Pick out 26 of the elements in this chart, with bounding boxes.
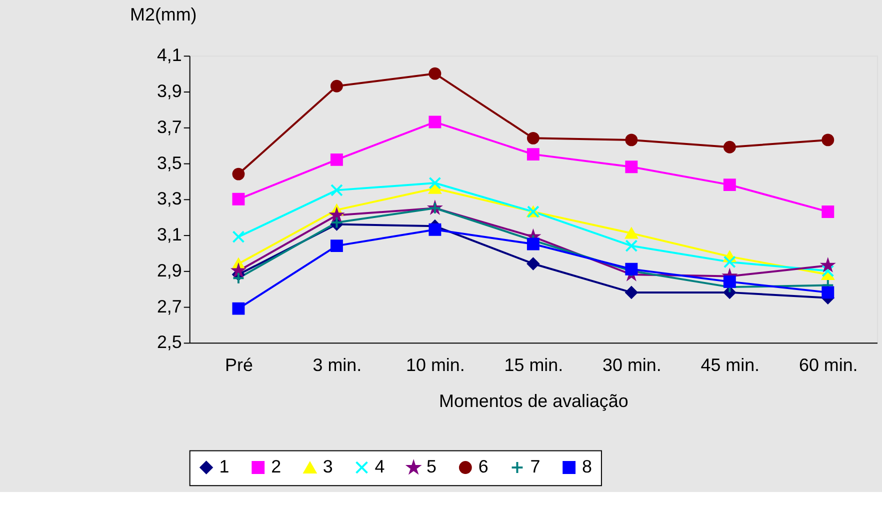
legend-label: 6	[478, 456, 488, 476]
x-tick-label: 45 min.	[700, 355, 760, 376]
legend-label: 2	[271, 456, 282, 476]
y-tick-label: 4,1	[156, 45, 182, 66]
y-tick-label: 3,3	[156, 188, 182, 209]
y-tick-label: 3,7	[156, 116, 182, 137]
y-tick-label: 2,9	[156, 260, 182, 280]
x-tick-label: 10 min.	[406, 355, 465, 376]
y-tick-label: 2,7	[156, 296, 182, 316]
legend-label: 4	[374, 456, 385, 476]
x-axis-title: Momentos de avaliação	[439, 390, 628, 411]
legend-label: 7	[530, 456, 540, 476]
legend-label: 3	[322, 456, 333, 477]
x-tick-label: 3 min.	[312, 355, 362, 376]
x-tick-label: 30 min.	[602, 355, 662, 376]
legend-label: 8	[582, 456, 592, 476]
y-tick-label: 3,5	[156, 152, 182, 173]
legend-label: 5	[426, 456, 437, 477]
y-tick-label: 2,5	[156, 332, 182, 352]
legend-label: 1	[219, 456, 230, 476]
x-tick-label: 60 min.	[799, 355, 858, 376]
y-tick-label: 3,1	[156, 224, 182, 245]
x-tick-label: 15 min.	[504, 355, 564, 376]
x-tick-label: Pré	[225, 355, 253, 376]
y-axis-title: M2(mm)	[130, 4, 197, 24]
y-tick-label: 3,9	[156, 81, 182, 102]
